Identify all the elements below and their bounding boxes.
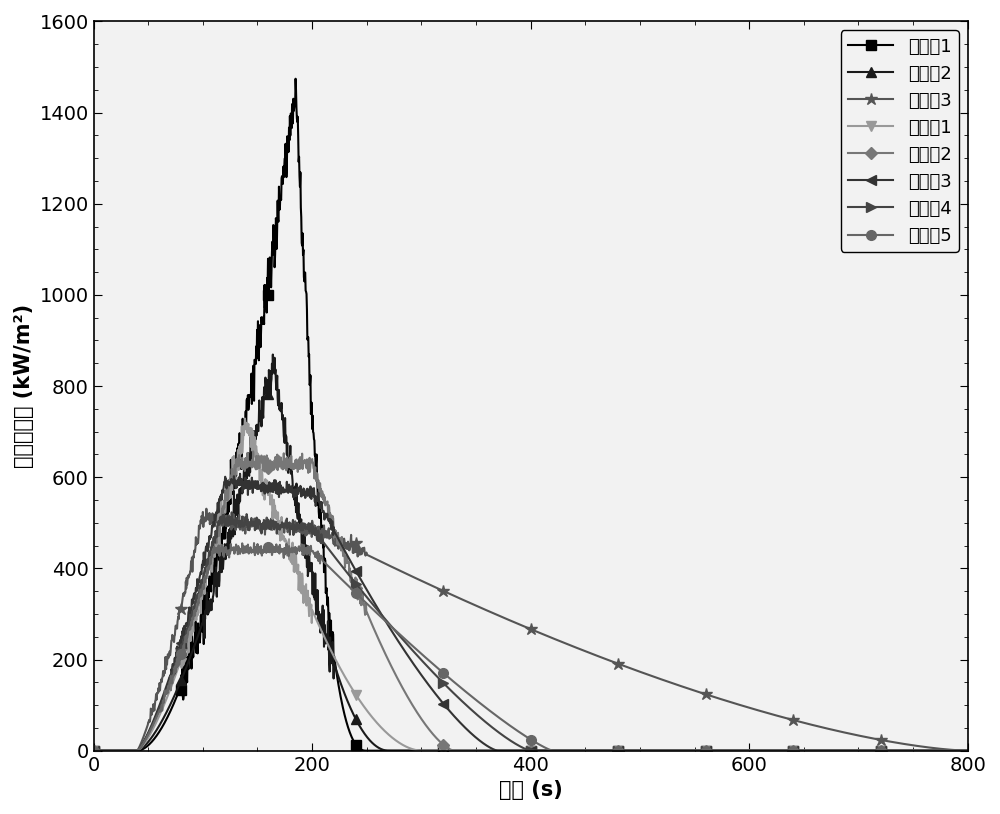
对比例1: [513, 746, 525, 755]
实施例5: [776, 746, 788, 755]
对比例2: [776, 746, 788, 755]
Line: 实施例5: 实施例5: [89, 538, 973, 755]
实施例1: [239, 414, 251, 423]
对比例2: [513, 746, 525, 755]
实施例3: [88, 746, 100, 755]
对比例3: [936, 744, 948, 754]
对比例1: [937, 746, 949, 755]
Line: 对比例2: 对比例2: [89, 350, 973, 755]
对比例1: [490, 746, 502, 755]
对比例3: [132, 745, 144, 755]
实施例2: [776, 746, 788, 755]
对比例1: [936, 746, 948, 755]
实施例4: [513, 741, 525, 751]
Line: 对比例3: 对比例3: [87, 502, 974, 757]
对比例2: [490, 746, 502, 755]
实施例2: [936, 746, 948, 755]
实施例2: [937, 746, 949, 755]
对比例3: [776, 712, 788, 722]
实施例4: [962, 746, 974, 755]
实施例1: [513, 746, 525, 755]
实施例2: [247, 447, 259, 457]
Line: 实施例1: 实施例1: [89, 414, 973, 755]
对比例3: [88, 746, 100, 755]
对比例1: [776, 746, 788, 755]
实施例5: [490, 711, 502, 720]
实施例1: [962, 746, 974, 755]
对比例3: [513, 619, 525, 629]
实施例5: [88, 746, 100, 755]
实施例2: [962, 746, 974, 755]
对比例1: [132, 746, 144, 755]
Line: 实施例4: 实施例4: [89, 507, 973, 755]
对比例2: [937, 746, 949, 755]
实施例1: [132, 746, 144, 755]
Legend: 对比例1, 对比例2, 对比例3, 实施例1, 实施例2, 实施例3, 实施例4, 实施例5: 对比例1, 对比例2, 对比例3, 实施例1, 实施例2, 实施例3, 实施例4…: [841, 30, 959, 252]
对比例1: [88, 746, 100, 755]
实施例3: [936, 746, 948, 755]
实施例1: [776, 746, 788, 755]
实施例4: [936, 746, 948, 755]
实施例3: [490, 746, 502, 755]
对比例3: [200, 504, 212, 514]
实施例4: [490, 725, 502, 735]
Line: 实施例3: 实施例3: [89, 469, 973, 755]
Line: 对比例1: 对比例1: [89, 74, 973, 755]
实施例4: [937, 746, 949, 755]
对比例2: [132, 746, 144, 755]
对比例1: [290, 74, 302, 84]
实施例1: [490, 746, 502, 755]
对比例1: [962, 746, 974, 755]
对比例2: [962, 746, 974, 755]
实施例3: [776, 746, 788, 755]
实施例4: [132, 745, 144, 755]
Line: 实施例2: 实施例2: [89, 448, 972, 755]
实施例3: [132, 745, 144, 755]
对比例2: [267, 350, 279, 360]
实施例3: [937, 746, 949, 755]
实施例5: [962, 746, 974, 755]
实施例3: [234, 469, 246, 479]
实施例2: [132, 745, 144, 755]
实施例5: [513, 727, 525, 737]
实施例1: [88, 746, 100, 755]
实施例3: [962, 746, 974, 755]
实施例2: [513, 746, 525, 755]
实施例5: [248, 538, 260, 548]
实施例2: [490, 746, 502, 755]
实施例2: [88, 746, 100, 755]
实施例4: [226, 507, 238, 517]
对比例3: [962, 746, 974, 755]
实施例1: [936, 746, 948, 755]
实施例5: [132, 745, 144, 755]
X-axis label: 时间 (s): 时间 (s): [499, 780, 562, 800]
实施例5: [936, 746, 948, 755]
对比例2: [936, 746, 948, 755]
实施例4: [88, 746, 100, 755]
对比例3: [937, 744, 949, 754]
实施例5: [937, 746, 949, 755]
Y-axis label: 热释放速率 (kW/m²): 热释放速率 (kW/m²): [14, 304, 34, 468]
实施例4: [776, 746, 788, 755]
实施例1: [937, 746, 949, 755]
对比例3: [490, 610, 502, 619]
实施例3: [513, 746, 525, 755]
对比例2: [88, 746, 100, 755]
